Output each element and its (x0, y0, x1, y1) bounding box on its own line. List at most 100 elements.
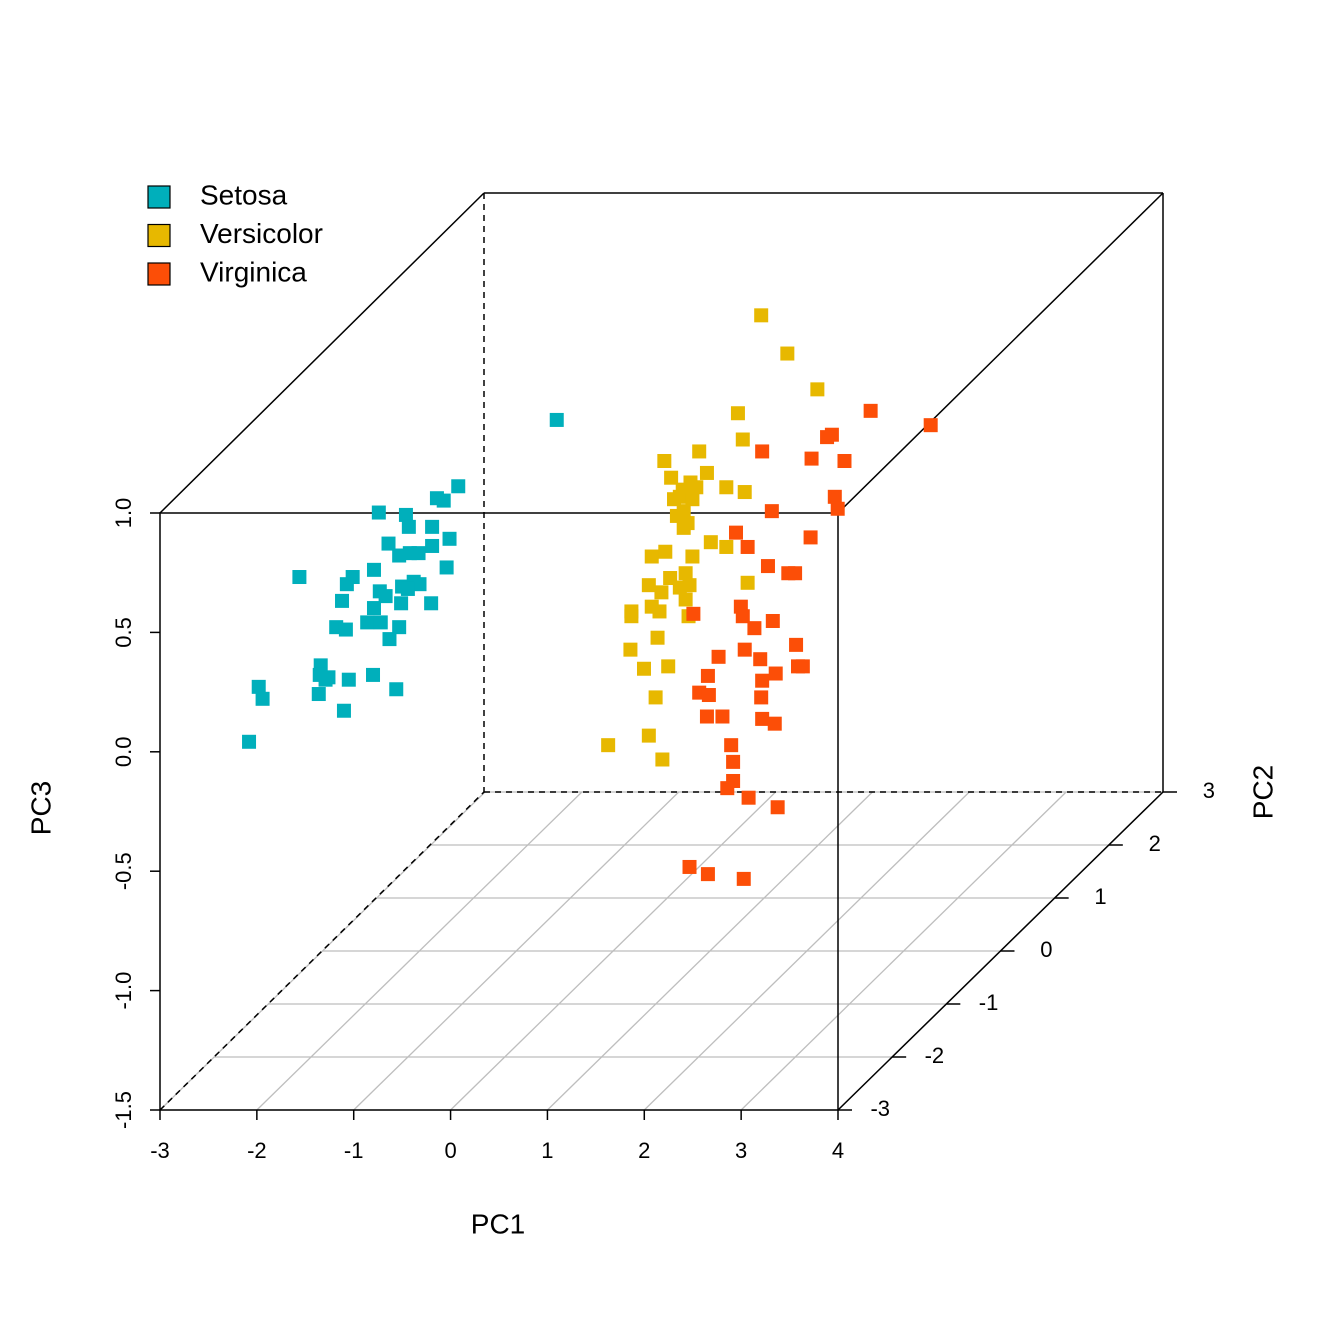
point (425, 538, 440, 553)
x-tick-label: 0 (444, 1138, 456, 1163)
point (292, 570, 307, 585)
point (682, 859, 697, 874)
point (661, 659, 676, 674)
point (381, 536, 396, 551)
x-tick-label: 4 (832, 1138, 844, 1163)
point (366, 601, 381, 616)
grid-line (740, 791, 1067, 1111)
point (810, 382, 825, 397)
point (411, 546, 426, 561)
point (740, 539, 755, 554)
point (392, 620, 407, 635)
point (760, 559, 775, 574)
z-tick-label: 0.5 (111, 617, 136, 648)
point (795, 659, 810, 674)
legend-swatch (147, 262, 171, 286)
box-edge (837, 192, 1164, 514)
point (392, 548, 407, 563)
point (754, 690, 769, 705)
box-edge (159, 192, 485, 514)
point (676, 520, 691, 535)
point (424, 596, 439, 611)
point (830, 501, 845, 516)
point (804, 451, 819, 466)
x-axis-label: PC1 (471, 1208, 525, 1239)
point (242, 734, 257, 749)
point (338, 622, 353, 637)
point (678, 592, 693, 607)
point (724, 738, 739, 753)
point (657, 453, 672, 468)
point (601, 738, 616, 753)
point (735, 432, 750, 447)
point (251, 679, 266, 694)
point (669, 508, 684, 523)
point (719, 539, 734, 554)
point (644, 549, 659, 564)
point (412, 577, 427, 592)
point (736, 871, 751, 886)
x-tick-label: 1 (541, 1138, 553, 1163)
y-axis-label: PC2 (1247, 765, 1278, 819)
point (378, 589, 393, 604)
point (715, 709, 730, 724)
point (366, 562, 381, 577)
point (336, 703, 351, 718)
legend: Setosa Versicolor Virginica (147, 179, 323, 287)
legend-swatch (147, 223, 171, 248)
grid-line (353, 791, 680, 1111)
point (685, 549, 700, 564)
point (655, 752, 670, 767)
point (789, 637, 804, 652)
point (689, 480, 704, 495)
point (658, 544, 673, 559)
point (339, 577, 354, 592)
point (685, 492, 700, 507)
point (755, 444, 770, 459)
point (754, 308, 769, 323)
point (451, 479, 466, 494)
point (623, 642, 638, 657)
grid-line (643, 791, 970, 1111)
point (770, 800, 785, 815)
point (425, 519, 440, 534)
point (371, 505, 386, 520)
y-tick-label: -3 (870, 1096, 890, 1121)
box-edge (159, 791, 485, 1111)
point (549, 412, 564, 427)
point (394, 596, 409, 611)
point (641, 728, 656, 743)
point (652, 604, 667, 619)
point (389, 682, 404, 697)
point (335, 593, 350, 608)
legend-label: Versicolor (200, 218, 323, 249)
point (737, 642, 752, 657)
point (382, 632, 397, 647)
point (398, 507, 413, 522)
point (366, 667, 381, 682)
point (686, 606, 701, 621)
grid-line (256, 791, 583, 1111)
grid-line (546, 791, 873, 1111)
point (436, 493, 451, 508)
point (767, 716, 782, 731)
y-tick-label: -1 (979, 990, 999, 1015)
point (788, 566, 803, 581)
point (341, 672, 356, 687)
point (863, 403, 878, 418)
point (255, 691, 270, 706)
point (730, 406, 745, 421)
point (648, 690, 663, 705)
z-tick-label: 0.0 (111, 737, 136, 768)
x-tick-label: 3 (735, 1138, 747, 1163)
point (755, 711, 770, 726)
point (747, 621, 762, 636)
point (636, 661, 651, 676)
point (764, 504, 779, 519)
point (667, 492, 682, 507)
point (439, 560, 454, 575)
point (827, 489, 842, 504)
point (650, 630, 665, 645)
point (719, 480, 734, 495)
point (923, 418, 938, 433)
